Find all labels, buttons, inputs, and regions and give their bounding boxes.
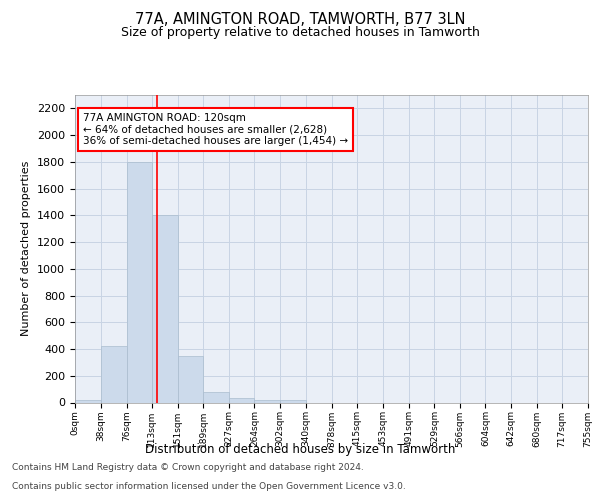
Y-axis label: Number of detached properties: Number of detached properties	[22, 161, 31, 336]
Bar	[101, 346, 127, 403]
Bar	[254, 400, 280, 402]
Text: Distribution of detached houses by size in Tamworth: Distribution of detached houses by size …	[145, 442, 455, 456]
Text: 77A AMINGTON ROAD: 120sqm
← 64% of detached houses are smaller (2,628)
36% of se: 77A AMINGTON ROAD: 120sqm ← 64% of detac…	[83, 113, 348, 146]
Text: 77A, AMINGTON ROAD, TAMWORTH, B77 3LN: 77A, AMINGTON ROAD, TAMWORTH, B77 3LN	[135, 12, 465, 28]
Bar	[152, 216, 178, 402]
Bar	[203, 392, 229, 402]
Bar	[178, 356, 203, 403]
Bar	[127, 162, 152, 402]
Text: Size of property relative to detached houses in Tamworth: Size of property relative to detached ho…	[121, 26, 479, 39]
Text: Contains HM Land Registry data © Crown copyright and database right 2024.: Contains HM Land Registry data © Crown c…	[12, 464, 364, 472]
Bar	[75, 400, 101, 402]
Text: Contains public sector information licensed under the Open Government Licence v3: Contains public sector information licen…	[12, 482, 406, 491]
Bar	[229, 398, 254, 402]
Bar	[280, 400, 306, 402]
